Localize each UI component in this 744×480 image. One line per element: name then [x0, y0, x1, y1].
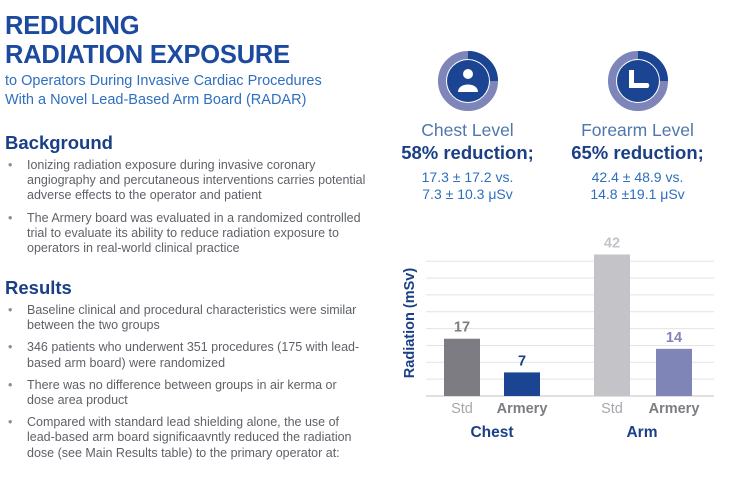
subtitle: to Operators During Invasive Cardiac Pro…: [5, 72, 322, 110]
forearm-values-line-1: 42.4 ± 48.9 vs.: [591, 169, 684, 185]
background-heading: Background: [5, 132, 113, 153]
list-item: • Ionizing radiation exposure during inva…: [5, 158, 380, 204]
radiation-bar-chart: Radiation (mSv) 17 7 42 14 Std Armery Std Arme…: [402, 235, 714, 441]
value-label: 14: [666, 330, 682, 346]
bullet-dot: •: [8, 158, 13, 172]
bar-armery-3: [656, 348, 692, 396]
person-icon: [437, 51, 498, 111]
list-item: • There was no difference between groups …: [5, 378, 365, 408]
group-labels: Chest Arm: [470, 424, 657, 441]
results-list: • Baseline clinical and procedural charac…: [5, 303, 365, 468]
background-list: • Ionizing radiation exposure during inva…: [5, 158, 380, 263]
chest-stat: Chest Level 58% reduction; 17.3 ± 17.2 v…: [385, 50, 550, 202]
value-label: 7: [518, 353, 526, 369]
subtitle-line-2: With a Novel Lead-Based Arm Board (RADAR…: [5, 92, 307, 108]
bullet-dot: •: [8, 303, 13, 317]
list-item: • Compared with standard lead shielding a…: [5, 415, 365, 461]
category-label: Std: [601, 401, 623, 417]
title-line-1: REDUCING: [5, 12, 140, 40]
value-label: 17: [454, 320, 470, 336]
bullet-dot: •: [8, 377, 13, 392]
chest-reduction: 58% reduction;: [401, 142, 534, 163]
forearm-values-line-2: 14.8 ±19.1 μSv: [590, 185, 685, 202]
chest-values-line-1: 17.3 ± 17.2 vs.: [421, 169, 514, 185]
bullet-text: 346 patients who underwent 351 procedure…: [27, 340, 360, 370]
bullet-text: Compared with standard lead shielding al…: [27, 415, 352, 460]
category-label: Armery: [497, 401, 548, 417]
forearm-level-label: Forearm Level: [581, 120, 694, 140]
results-heading: Results: [5, 277, 72, 298]
bullet-text: Baseline clinical and procedural charact…: [27, 303, 357, 333]
value-labels: 17 7 42 14: [454, 235, 682, 369]
list-item: • The Armery board was evaluated in a ran…: [5, 211, 380, 257]
list-item: • Baseline clinical and procedural charac…: [5, 303, 365, 333]
bullet-text: The Armery board was evaluated in a rand…: [27, 210, 361, 256]
bullet-dot: •: [8, 210, 13, 225]
subtitle-line-1: to Operators During Invasive Cardiac Pro…: [5, 73, 322, 89]
y-axis-label: Radiation (mSv): [402, 268, 418, 379]
value-label: 42: [604, 235, 620, 251]
category-labels: Std Armery Std Armery: [451, 401, 699, 417]
chest-level-label: Chest Level: [421, 120, 514, 140]
bullet-text: There was no difference between groups i…: [27, 377, 337, 408]
list-item: • 346 patients who underwent 351 procedur…: [5, 340, 365, 370]
forearm-values: 42.4 ± 48.9 vs. 14.8 ±19.1 μSv: [555, 169, 720, 202]
group-label: Arm: [626, 424, 657, 441]
forearm-reduction: 65% reduction;: [571, 142, 704, 163]
category-label: Std: [451, 401, 473, 417]
title-line-2: RADIATION EXPOSURE: [5, 41, 290, 69]
page-title: REDUCING RADIATION EXPOSURE: [5, 12, 290, 70]
forearm-icon: [607, 51, 668, 111]
bar-std-2: [594, 254, 630, 396]
bullet-dot: •: [8, 415, 13, 430]
bullet-dot: •: [8, 340, 13, 355]
bars: [444, 254, 692, 396]
category-label: Armery: [649, 401, 700, 417]
bullet-text: Ionizing radiation exposure during invas…: [27, 158, 366, 203]
bar-std-0: [444, 338, 480, 396]
bar-armery-1: [504, 372, 540, 396]
group-label: Chest: [470, 424, 513, 441]
chest-values-line-2: 7.3 ± 10.3 μSv: [422, 185, 513, 202]
forearm-stat: Forearm Level 65% reduction; 42.4 ± 48.9…: [555, 50, 720, 202]
chest-values: 17.3 ± 17.2 vs. 7.3 ± 10.3 μSv: [385, 169, 550, 202]
